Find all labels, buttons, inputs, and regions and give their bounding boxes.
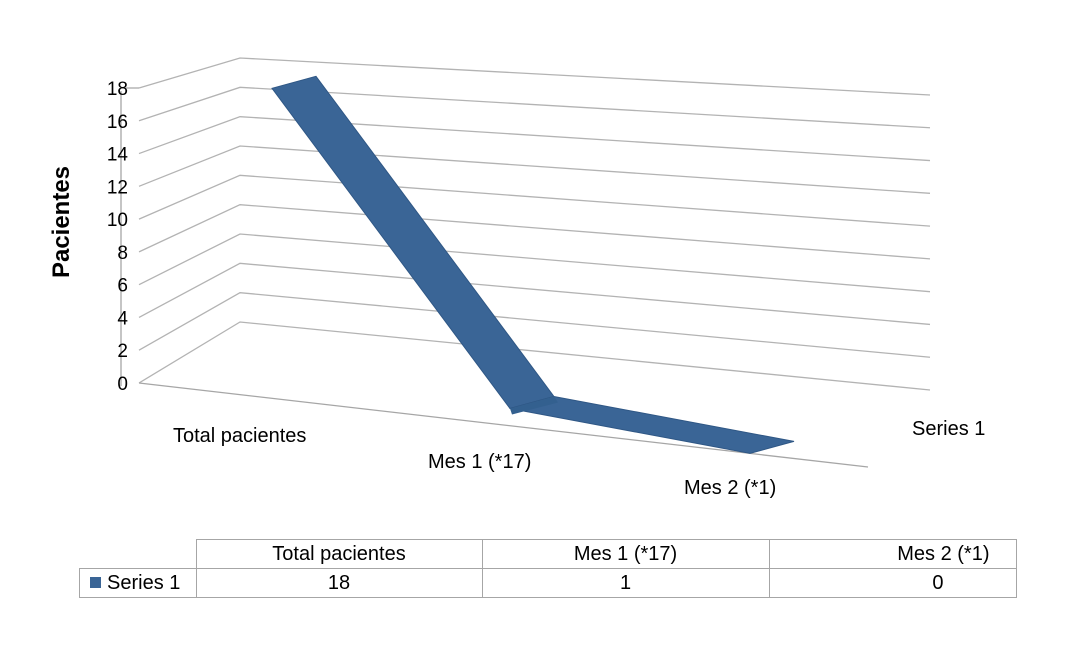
- legend-swatch: [90, 576, 101, 588]
- y-tick-label: 8: [117, 243, 128, 264]
- y-tick-labels: 0 2 4 6 8 10 12 14 16 18: [107, 79, 129, 395]
- gridline: [138, 204, 931, 260]
- series-ribbon: [271, 75, 795, 454]
- y-tick-label: 14: [107, 145, 129, 166]
- data-table-series-name: Series 1: [107, 571, 181, 594]
- ribbon-segment: [509, 396, 795, 454]
- y-tick-label: 6: [117, 276, 128, 297]
- data-table-header-row: Total pacientes Mes 1 (*17) Mes 2 (*1): [79, 539, 1017, 569]
- y-tick-label: 10: [107, 210, 128, 231]
- gridline: [138, 233, 931, 293]
- gridline: [138, 145, 931, 194]
- series-depth-label: Series 1: [912, 418, 985, 440]
- x-tick-label: Total pacientes: [173, 425, 306, 447]
- y-tick-label: 0: [117, 374, 128, 395]
- data-table-col-header: Mes 2 (*1): [768, 539, 1017, 569]
- gridline: [138, 262, 931, 326]
- ribbon-segment: [271, 75, 555, 410]
- y-axis-label: Pacientes: [48, 166, 75, 278]
- ribbon-joint: [510, 396, 558, 415]
- gridline: [138, 116, 931, 162]
- data-table-row-header: Series 1: [79, 568, 197, 598]
- data-table: Total pacientes Mes 1 (*17) Mes 2 (*1) S…: [79, 539, 1017, 598]
- data-table-col-header: Total pacientes: [195, 539, 483, 569]
- data-table-cell: 1: [481, 568, 770, 598]
- gridline: [138, 174, 931, 227]
- y-tick-label: 4: [117, 308, 128, 329]
- y-tick-label: 2: [117, 341, 128, 362]
- y-tick-label: 12: [107, 177, 128, 198]
- y-tick-label: 18: [107, 79, 128, 100]
- y-tick-label: 16: [107, 112, 128, 133]
- data-table-col-header: Mes 1 (*17): [481, 539, 770, 569]
- gridline: [138, 292, 931, 358]
- data-table-cell: 0: [768, 568, 1017, 598]
- data-table-row: Series 1 18 1 0: [79, 568, 1017, 598]
- x-tick-label: Mes 1 (*17): [428, 451, 531, 473]
- gridline: [138, 321, 931, 391]
- x-tick-labels: Total pacientes Mes 1 (*17) Mes 2 (*1): [173, 425, 776, 499]
- chart-gridlines: [138, 57, 931, 391]
- chart-plot: 0 2 4 6 8 10 12 14 16 18 Total pacientes Mes 1 (*1…: [48, 57, 985, 499]
- data-table-corner: [79, 539, 197, 569]
- x-tick-label: Mes 2 (*1): [684, 477, 776, 499]
- data-table-cell: 18: [195, 568, 483, 598]
- gridline: [138, 86, 931, 129]
- gridline: [138, 57, 931, 96]
